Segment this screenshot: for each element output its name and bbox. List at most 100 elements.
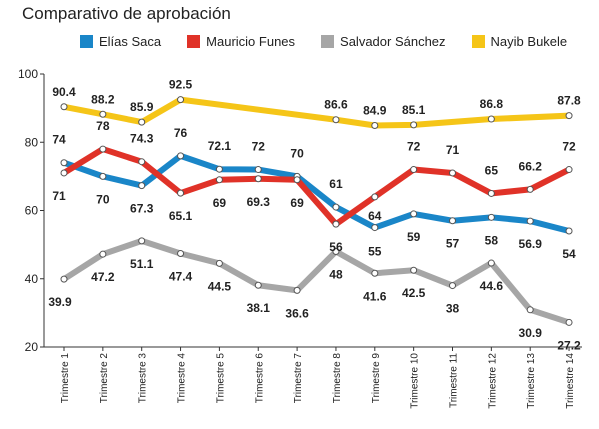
series-line [61, 146, 573, 228]
y-tick-label: 40 [25, 272, 39, 286]
data-point-marker [99, 172, 107, 180]
data-point-marker [410, 121, 418, 129]
legend-label-saca: Elías Saca [99, 34, 162, 49]
data-label: 71 [446, 143, 460, 157]
data-point-marker [60, 275, 68, 283]
data-label: 59 [407, 230, 421, 244]
data-label: 64 [368, 209, 382, 223]
data-label: 30.9 [519, 326, 543, 340]
data-point-marker [177, 249, 185, 257]
data-point-marker [565, 318, 573, 326]
data-label: 88.2 [91, 92, 115, 106]
x-tick-label: Trimestre 7 [293, 353, 304, 404]
data-label: 61 [329, 177, 343, 191]
data-point-marker [60, 159, 68, 167]
data-label: 55 [368, 245, 382, 259]
x-tick-label: Trimestre 10 [410, 353, 421, 409]
data-label: 57 [446, 237, 460, 251]
data-label: 86.8 [480, 97, 504, 111]
data-label: 42.5 [402, 286, 426, 300]
x-tick-label: Trimestre 3 [138, 353, 149, 404]
data-point-marker [215, 176, 223, 184]
data-point-marker [449, 169, 456, 177]
data-point-marker [254, 281, 262, 289]
data-point-marker [410, 166, 418, 174]
data-point-marker [410, 266, 418, 274]
series-line [61, 237, 573, 326]
data-label: 47.4 [169, 269, 193, 283]
data-point-marker [177, 189, 185, 197]
data-label: 58 [485, 233, 499, 247]
x-tick-label: Trimestre 12 [487, 353, 498, 409]
data-point-marker [293, 286, 301, 294]
data-label: 44.6 [480, 279, 504, 293]
x-tick-label: Trimestre 13 [526, 353, 537, 409]
data-point-marker [449, 217, 456, 225]
y-tick-label: 80 [25, 135, 39, 149]
data-point-marker [177, 152, 185, 160]
data-label: 65 [485, 163, 499, 177]
data-point-marker [138, 237, 146, 245]
data-point-marker [371, 122, 379, 130]
data-label: 39.9 [48, 295, 72, 309]
data-point-marker [254, 175, 262, 183]
y-tick-label: 100 [18, 67, 38, 81]
legend-label-funes: Mauricio Funes [206, 34, 296, 49]
data-label: 67.3 [130, 202, 154, 216]
data-label: 72.1 [208, 139, 232, 153]
data-label: 44.5 [208, 279, 232, 293]
y-tick-label: 20 [25, 340, 39, 354]
legend-swatch-saca [80, 35, 93, 48]
data-point-marker [487, 213, 495, 221]
data-label: 71 [52, 189, 66, 203]
data-label: 87.8 [557, 94, 581, 108]
data-label: 56.9 [519, 237, 543, 251]
data-label: 72 [407, 140, 421, 154]
legend-item-saca: Elías Saca [80, 34, 161, 49]
data-label: 76 [174, 126, 188, 140]
data-point-marker [410, 210, 418, 218]
data-label: 92.5 [169, 78, 193, 92]
x-tick-label: Trimestre 6 [254, 353, 265, 404]
data-point-marker [215, 165, 223, 173]
data-point-marker [293, 176, 301, 184]
data-point-marker [565, 112, 573, 120]
data-label: 90.4 [52, 85, 76, 99]
data-point-marker [138, 182, 146, 190]
data-point-marker [99, 110, 107, 118]
data-point-marker [371, 269, 379, 277]
x-tick-label: Trimestre 2 [99, 353, 110, 404]
data-point-marker [254, 166, 262, 174]
data-label: 78 [96, 119, 110, 133]
data-label: 86.6 [324, 98, 348, 112]
legend-item-sanchez: Salvador Sánchez [321, 34, 446, 49]
data-label: 54 [562, 247, 576, 261]
data-point-marker [487, 115, 495, 123]
data-label: 74.3 [130, 132, 154, 146]
data-label: 38.1 [247, 301, 271, 315]
data-point-marker [138, 118, 146, 126]
series-line [61, 152, 573, 234]
x-tick-label: Trimestre 4 [177, 353, 188, 404]
data-point-marker [526, 217, 534, 225]
data-label: 69 [213, 196, 227, 210]
data-point-marker [371, 193, 379, 201]
data-label: 70 [96, 192, 110, 206]
data-point-marker [177, 96, 185, 104]
chart-title: Comparativo de aprobación [22, 4, 231, 23]
data-label: 85.9 [130, 100, 154, 114]
data-label: 56 [329, 240, 343, 254]
data-label: 84.9 [363, 104, 387, 118]
y-tick-label: 60 [25, 204, 39, 218]
legend-item-bukele: Nayib Bukele [471, 34, 567, 49]
legend-swatch-sanchez [321, 35, 335, 48]
data-label: 69 [290, 196, 304, 210]
data-label: 66.2 [519, 159, 543, 173]
x-tick-label: Trimestre 14 [565, 353, 576, 409]
data-label: 51.1 [130, 257, 154, 271]
data-point-marker [332, 116, 340, 124]
data-label: 69.3 [247, 195, 271, 209]
data-label: 38 [446, 302, 460, 316]
data-label: 85.1 [402, 103, 426, 117]
x-tick-label: Trimestre 5 [215, 353, 226, 404]
